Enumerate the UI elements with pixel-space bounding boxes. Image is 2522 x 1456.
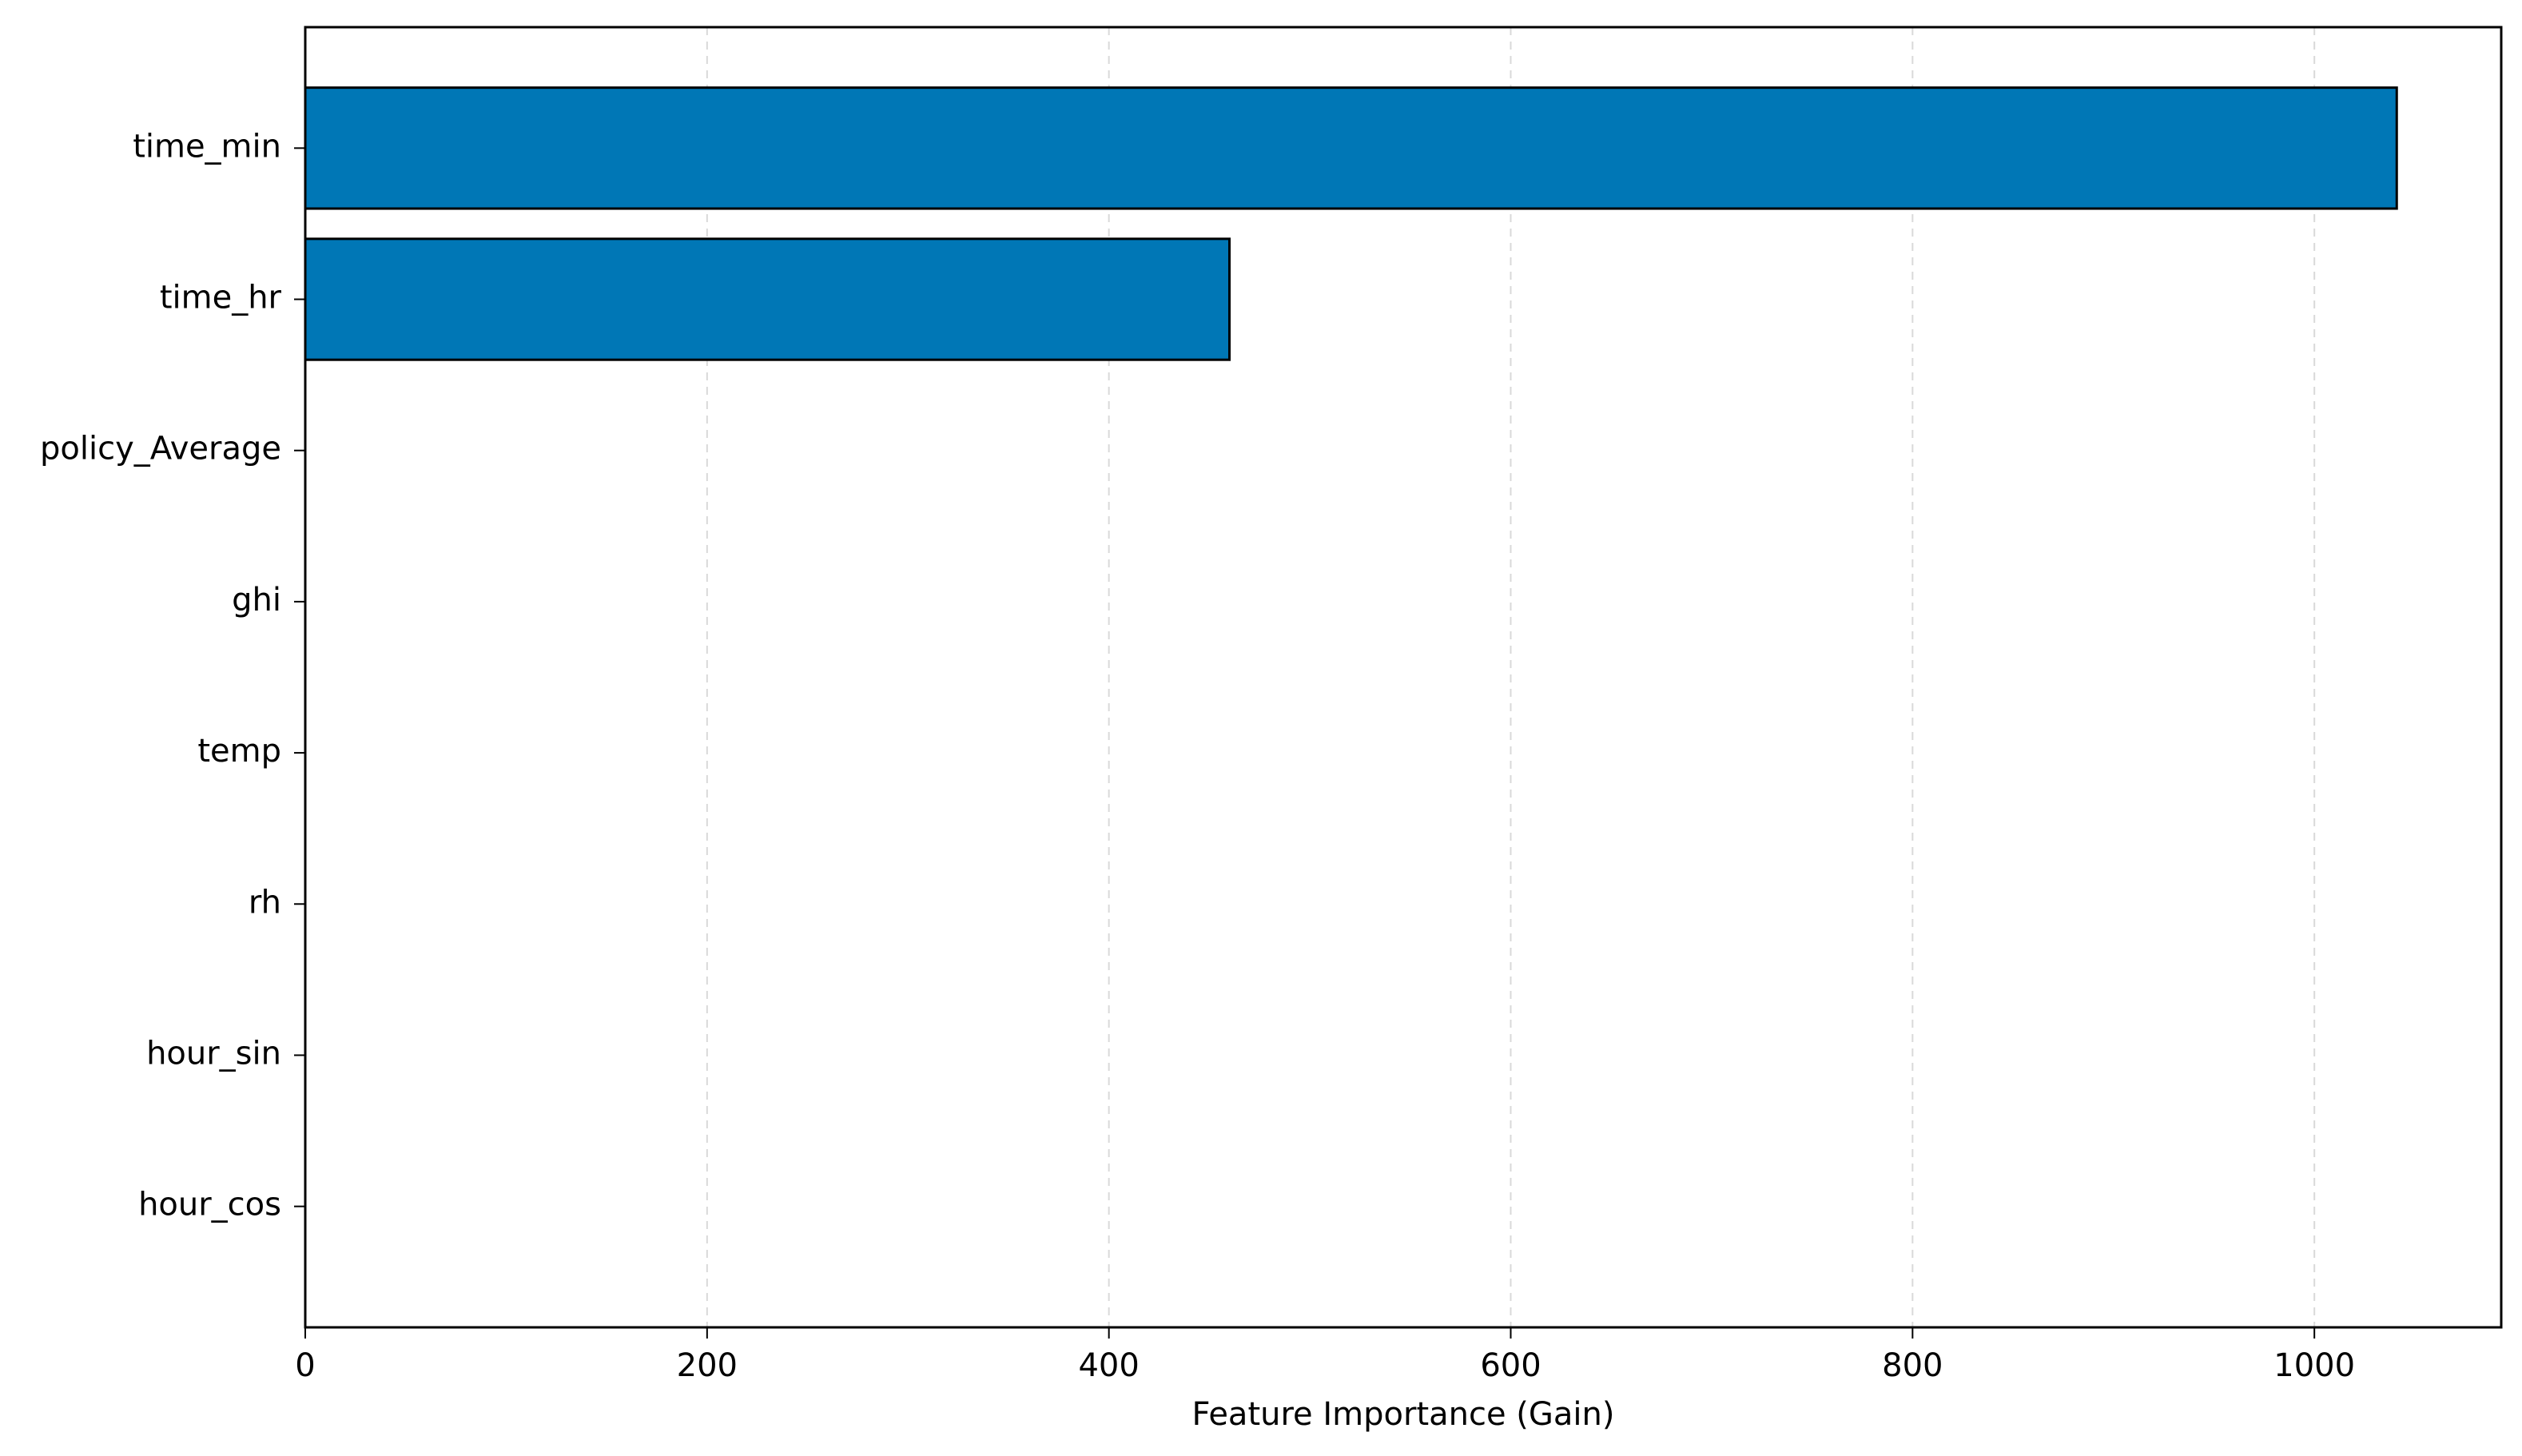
- x-tick-label: 1000: [2273, 1347, 2355, 1384]
- x-tick-label: 600: [1480, 1347, 1541, 1384]
- y-tick-label: hour_cos: [138, 1187, 281, 1223]
- x-tick-label: 200: [677, 1347, 738, 1384]
- x-tick-label: 0: [295, 1347, 315, 1384]
- bar: [304, 237, 1231, 361]
- x-tick-label: 800: [1882, 1347, 1943, 1384]
- x-tick-label: 400: [1078, 1347, 1139, 1384]
- y-tick-label: hour_sin: [146, 1035, 281, 1072]
- y-tick-label: ghi: [232, 582, 281, 619]
- plot-frame: [304, 26, 2503, 1329]
- x-axis-label: Feature Importance (Gain): [1192, 1396, 1615, 1433]
- bar: [304, 86, 2398, 210]
- y-tick-label: time_hr: [160, 280, 282, 316]
- y-tick-label: policy_Average: [40, 431, 281, 467]
- y-tick-label: temp: [197, 733, 281, 770]
- y-tick-label: time_min: [133, 128, 281, 165]
- y-tick-label: rh: [249, 884, 281, 921]
